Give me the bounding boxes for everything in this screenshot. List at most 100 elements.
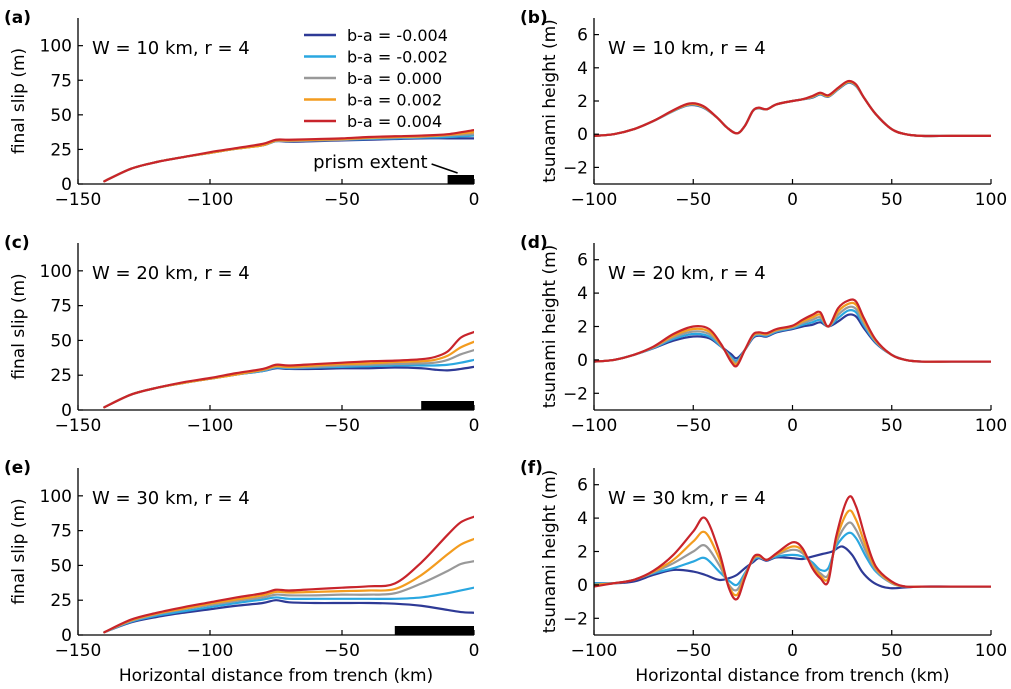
y-axis-label: tsunami height (m) — [540, 470, 560, 634]
x-tick-label: 0 — [787, 416, 798, 436]
series-group — [594, 79, 991, 138]
panel-annotation: W = 20 km, r = 4 — [608, 263, 766, 284]
y-axis-label: tsunami height (m) — [540, 19, 560, 183]
x-tick-label: −100 — [571, 416, 618, 436]
x-tick-label: −150 — [55, 641, 102, 661]
y-tick-label: −2 — [563, 609, 588, 629]
prism-extent-bar — [421, 401, 474, 410]
legend: b-a = -0.004 b-a = -0.002 b-a = 0.000 b-a =… — [304, 26, 448, 131]
y-axis-label: final slip (m) — [9, 273, 29, 379]
series-line-1 — [103, 586, 474, 634]
series-line-0 — [594, 313, 991, 363]
panel-label: (c) — [4, 233, 30, 253]
series-group — [594, 495, 991, 601]
legend-label: b-a = -0.004 — [347, 26, 448, 45]
panel-annotation: W = 10 km, r = 4 — [92, 38, 250, 59]
y-tick-label: 2 — [577, 543, 588, 563]
y-tick-label: 25 — [50, 366, 72, 386]
y-tick-label: 50 — [50, 331, 72, 351]
y-axis-label: tsunami height (m) — [540, 245, 560, 409]
y-tick-label: −2 — [563, 384, 588, 404]
y-tick-label: 6 — [577, 476, 588, 496]
series-group — [594, 298, 991, 368]
y-tick-label: 75 — [50, 522, 72, 542]
y-tick-label: 2 — [577, 318, 588, 338]
y-tick-label: 0 — [61, 175, 72, 195]
x-tick-label: 0 — [469, 641, 480, 661]
y-tick-label: 4 — [577, 59, 588, 79]
series-line-1 — [594, 531, 991, 588]
panel-label: (d) — [520, 233, 548, 253]
x-tick-label: 0 — [469, 190, 480, 210]
x-tick-label: −50 — [675, 641, 711, 661]
series-group — [103, 330, 474, 409]
x-tick-label: −100 — [187, 641, 234, 661]
panel-b: −100 −50 0 50 100 −2 0 2 4 6 tsunami height (m)(b)… — [520, 8, 1007, 210]
x-tick-label: −50 — [324, 190, 360, 210]
y-tick-label: 4 — [577, 509, 588, 529]
panel-annotation: W = 30 km, r = 4 — [92, 488, 250, 509]
series-line-4 — [103, 515, 474, 634]
series-line-4 — [594, 298, 991, 368]
x-tick-label: −50 — [675, 190, 711, 210]
x-tick-label: 100 — [975, 641, 1007, 661]
series-line-4 — [594, 79, 991, 138]
legend-label: b-a = -0.002 — [347, 48, 448, 67]
panel-label: (a) — [4, 8, 31, 28]
x-tick-label: −50 — [324, 416, 360, 436]
series-line-2 — [594, 521, 991, 592]
x-tick-label: 0 — [787, 641, 798, 661]
series-line-1 — [594, 81, 991, 138]
y-axis-label: final slip (m) — [9, 48, 29, 154]
panel-label: (b) — [520, 8, 548, 28]
y-tick-label: 0 — [577, 576, 588, 596]
series-group — [103, 515, 474, 634]
series-line-0 — [594, 545, 991, 590]
prism-extent-bar — [447, 175, 474, 184]
x-tick-label: −100 — [571, 641, 618, 661]
series-line-2 — [594, 80, 991, 138]
series-line-3 — [103, 340, 474, 409]
panel-c: −150 −100 −50 0 0 25 50 75 100 final slip (m) (c) W… — [4, 233, 479, 436]
x-tick-label: −100 — [187, 190, 234, 210]
x-tick-label: 0 — [787, 190, 798, 210]
panel-e: −150 −100 −50 0 0 25 50 75 100 final slip (m) Hori… — [4, 458, 479, 686]
y-axis-label: final slip (m) — [9, 498, 29, 604]
panel-label: (e) — [4, 458, 31, 478]
y-tick-label: 75 — [50, 297, 72, 317]
panel-annotation: W = 30 km, r = 4 — [608, 488, 766, 509]
y-tick-label: −2 — [563, 158, 588, 178]
y-tick-label: 100 — [40, 37, 72, 57]
y-tick-label: 0 — [61, 401, 72, 421]
x-tick-label: −150 — [55, 190, 102, 210]
y-tick-label: 0 — [577, 351, 588, 371]
panel-d: −100 −50 0 50 100 −2 0 2 4 6 tsunami height (m)(d)… — [520, 233, 1007, 436]
panel-label: (f) — [520, 458, 543, 478]
y-tick-label: 75 — [50, 71, 72, 91]
y-tick-label: 2 — [577, 92, 588, 112]
legend-label: b-a = 0.000 — [347, 69, 442, 88]
x-tick-label: 50 — [881, 416, 903, 436]
x-tick-label: −50 — [324, 641, 360, 661]
x-tick-label: 100 — [975, 190, 1007, 210]
series-group — [103, 128, 474, 183]
series-line-3 — [594, 301, 991, 366]
panel-annotation: W = 10 km, r = 4 — [608, 38, 766, 59]
series-line-4 — [103, 330, 474, 409]
legend-label: b-a = 0.004 — [347, 112, 442, 131]
series-line-4 — [594, 495, 991, 601]
y-tick-label: 25 — [50, 140, 72, 160]
x-axis-label: Horizontal distance from trench (km) — [119, 666, 433, 686]
x-tick-label: 0 — [469, 416, 480, 436]
prism-extent-pointer — [431, 163, 458, 174]
y-tick-label: 6 — [577, 26, 588, 46]
series-line-0 — [103, 599, 474, 634]
legend-label: b-a = 0.002 — [347, 91, 442, 110]
prism-extent-bar — [394, 626, 474, 635]
x-axis-label: Horizontal distance from trench (km) — [635, 666, 949, 686]
y-tick-label: 6 — [577, 251, 588, 271]
panel-a: prism extent −150 −100 −50 0 0 25 50 75 100 final … — [4, 8, 479, 210]
series-line-3 — [594, 80, 991, 138]
x-tick-label: 50 — [881, 190, 903, 210]
series-line-0 — [594, 81, 991, 138]
